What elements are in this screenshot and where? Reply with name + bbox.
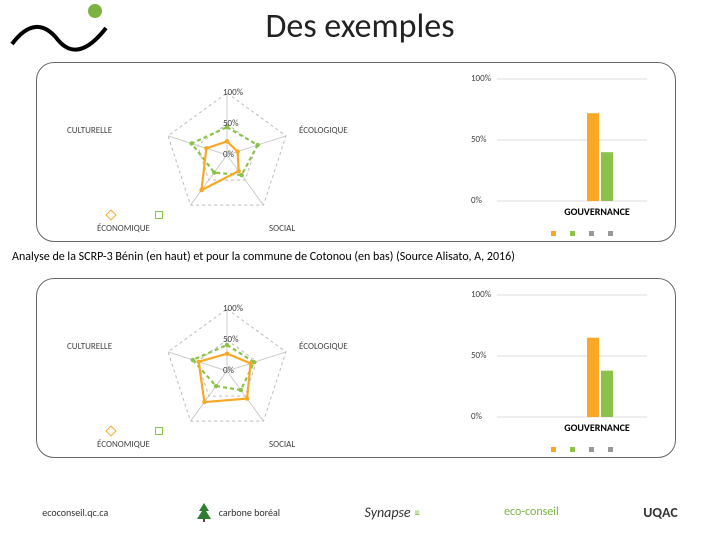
panel-bottom: 0%50%100%CULTURELLEÉCOLOGIQUESOCIALÉCONO… bbox=[36, 278, 676, 458]
footer-logo-carbone: carbone boréal bbox=[193, 501, 280, 523]
footer-logo-synapse: Synapse ≡ bbox=[365, 504, 420, 521]
panel-top: 0%50%100%CULTURELLEÉCOLOGIQUESOCIALÉCONO… bbox=[36, 62, 676, 242]
footer-logo-ecoconseil: eco-conseil bbox=[504, 505, 559, 519]
tree-icon bbox=[193, 501, 215, 523]
footer-label: eco-conseil bbox=[504, 505, 559, 519]
footer: ecoconseil.qc.ca carbone boréal Synapse … bbox=[0, 488, 720, 536]
bars-icon: ≡ bbox=[415, 506, 420, 519]
radar-chart-top: 0%50%100%CULTURELLEÉCOLOGIQUESOCIALÉCONO… bbox=[47, 69, 407, 237]
radar-chart-bottom: 0%50%100%CULTURELLEÉCOLOGIQUESOCIALÉCONO… bbox=[47, 285, 407, 453]
page-title: Des exemples bbox=[0, 6, 720, 47]
footer-logo-uqac: UQAC bbox=[643, 504, 677, 521]
footer-site: ecoconseil.qc.ca bbox=[42, 506, 108, 519]
footer-label: carbone boréal bbox=[219, 506, 280, 519]
footer-label: Synapse bbox=[365, 504, 411, 521]
bar-chart-bottom: 0%50%100%GOUVERNANCE bbox=[467, 285, 657, 453]
bar-chart-top: 0%50%100%GOUVERNANCE bbox=[467, 69, 657, 237]
caption-text: Analyse de la SCRP-3 Bénin (en haut) et … bbox=[12, 250, 708, 264]
footer-label: UQAC bbox=[643, 504, 677, 521]
